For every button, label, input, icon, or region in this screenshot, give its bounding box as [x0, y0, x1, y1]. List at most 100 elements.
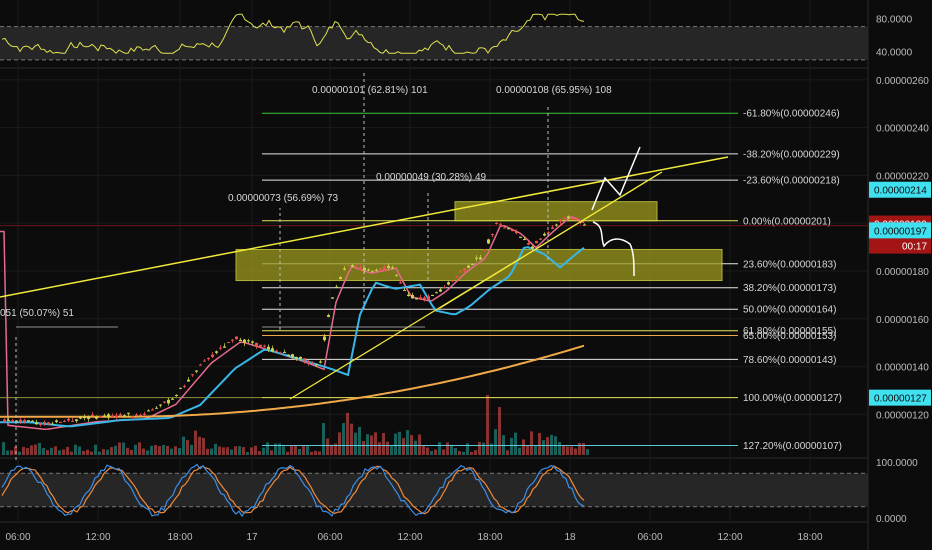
volume-bar [162, 444, 165, 455]
volume-bar [574, 448, 577, 455]
volume-bar [214, 443, 217, 455]
volume-bar [498, 407, 501, 455]
candle-body [211, 354, 214, 357]
volume-bar [462, 451, 465, 455]
lower-trendline-inner [439, 172, 661, 309]
candle-body [327, 315, 330, 317]
time-tick-label: 06:00 [317, 532, 342, 543]
volume-bar [178, 448, 181, 455]
volume-bar [114, 445, 117, 455]
candle-body [519, 236, 522, 238]
candle-body [303, 358, 306, 361]
volume-bar [286, 451, 289, 455]
fib-level-label: 61.80%(0.00000155) [743, 326, 836, 337]
fib-level-label: -61.80%(0.00000246) [743, 109, 840, 120]
price-tick-label: 0.00000240 [876, 124, 929, 135]
volume-bar [414, 440, 417, 455]
volume-bar [398, 431, 401, 455]
volume-bar [154, 444, 157, 455]
fib-level-label: 0.00%(0.00000201) [743, 216, 831, 227]
volume-bar [38, 442, 41, 455]
candle-body [387, 265, 390, 269]
candle-body [87, 416, 90, 419]
volume-bar [250, 447, 253, 455]
volume-bar [110, 447, 113, 455]
candle-body [367, 269, 370, 271]
volume-bar [402, 438, 405, 455]
volume-bar [542, 440, 545, 455]
candle-body [407, 294, 410, 297]
volume-bar [578, 443, 581, 455]
candle-body [507, 228, 510, 230]
rsi-panel [0, 13, 868, 61]
volume-bar [166, 445, 169, 455]
volume-bar [10, 450, 13, 455]
candle-body [391, 267, 394, 269]
candle-body [363, 267, 366, 271]
stoch-tick-label: 100.0000 [876, 458, 918, 469]
volume-bar [290, 445, 293, 455]
volume-bar [546, 437, 549, 455]
fib-level-label: -38.20%(0.00000229) [743, 149, 840, 160]
candle-body [19, 419, 22, 423]
candle-body [511, 230, 514, 232]
volume-bar [234, 446, 237, 455]
volume-bar [266, 442, 269, 455]
price-axis[interactable]: 0.000002600.000002400.000002200.00000200… [869, 14, 931, 525]
candle-body [347, 265, 350, 267]
volume-bar [58, 450, 61, 455]
candle-body [159, 404, 162, 406]
candle-body [311, 362, 314, 364]
time-tick-label: 06:00 [637, 532, 662, 543]
candle-body [415, 298, 418, 300]
volume-bar [174, 446, 177, 455]
volume-bar [202, 437, 205, 455]
candle-body [547, 232, 550, 234]
price-tag: 00:17 [902, 242, 927, 253]
candle-body [139, 414, 142, 416]
time-axis[interactable]: 06:00 12:00 18:00 17 06:00 12:00 18:00 18 06:00 1… [5, 532, 822, 543]
price-tick-label: 0.00000160 [876, 315, 929, 326]
candle-body [59, 421, 62, 423]
candle-body [335, 286, 338, 288]
price-tag-bg [869, 181, 931, 198]
candle-body [127, 412, 130, 414]
candle-body [307, 360, 310, 364]
candle-body [251, 341, 254, 343]
candle-body [263, 345, 266, 347]
time-tick-label: 18 [564, 532, 576, 543]
candle-body [495, 222, 498, 225]
volume-bar [6, 450, 9, 455]
candle-body [571, 217, 574, 221]
demand-zone [235, 248, 723, 282]
candle-body [291, 354, 294, 358]
candle-body [551, 227, 554, 229]
candle-body [467, 265, 470, 268]
volume-bar [330, 444, 333, 455]
volume-bar [358, 426, 361, 455]
price-tag: 0.00000197 [874, 226, 927, 237]
volume-bar [106, 449, 109, 455]
candle-body [423, 297, 426, 300]
volume-bars [2, 395, 589, 455]
candle-body [447, 282, 450, 285]
candle-body [319, 361, 322, 363]
candle-body [283, 351, 286, 353]
supply-demand-zones [235, 201, 723, 282]
candle-body [491, 234, 494, 236]
candle-body [459, 271, 462, 273]
candle-body [231, 339, 234, 341]
volume-bar [206, 448, 209, 455]
candle-body [331, 297, 334, 299]
stoch-tick-label: 0.0000 [876, 514, 907, 525]
volume-bar [438, 442, 441, 455]
volume-bar [46, 450, 49, 455]
stochastic-panel [0, 463, 868, 518]
candle-body [83, 416, 86, 419]
volume-bar [562, 445, 565, 455]
candle-body [191, 374, 194, 376]
candle-body [95, 417, 98, 419]
candle-body [295, 357, 298, 360]
measure-label: 051 (50.07%) 51 [0, 308, 74, 319]
